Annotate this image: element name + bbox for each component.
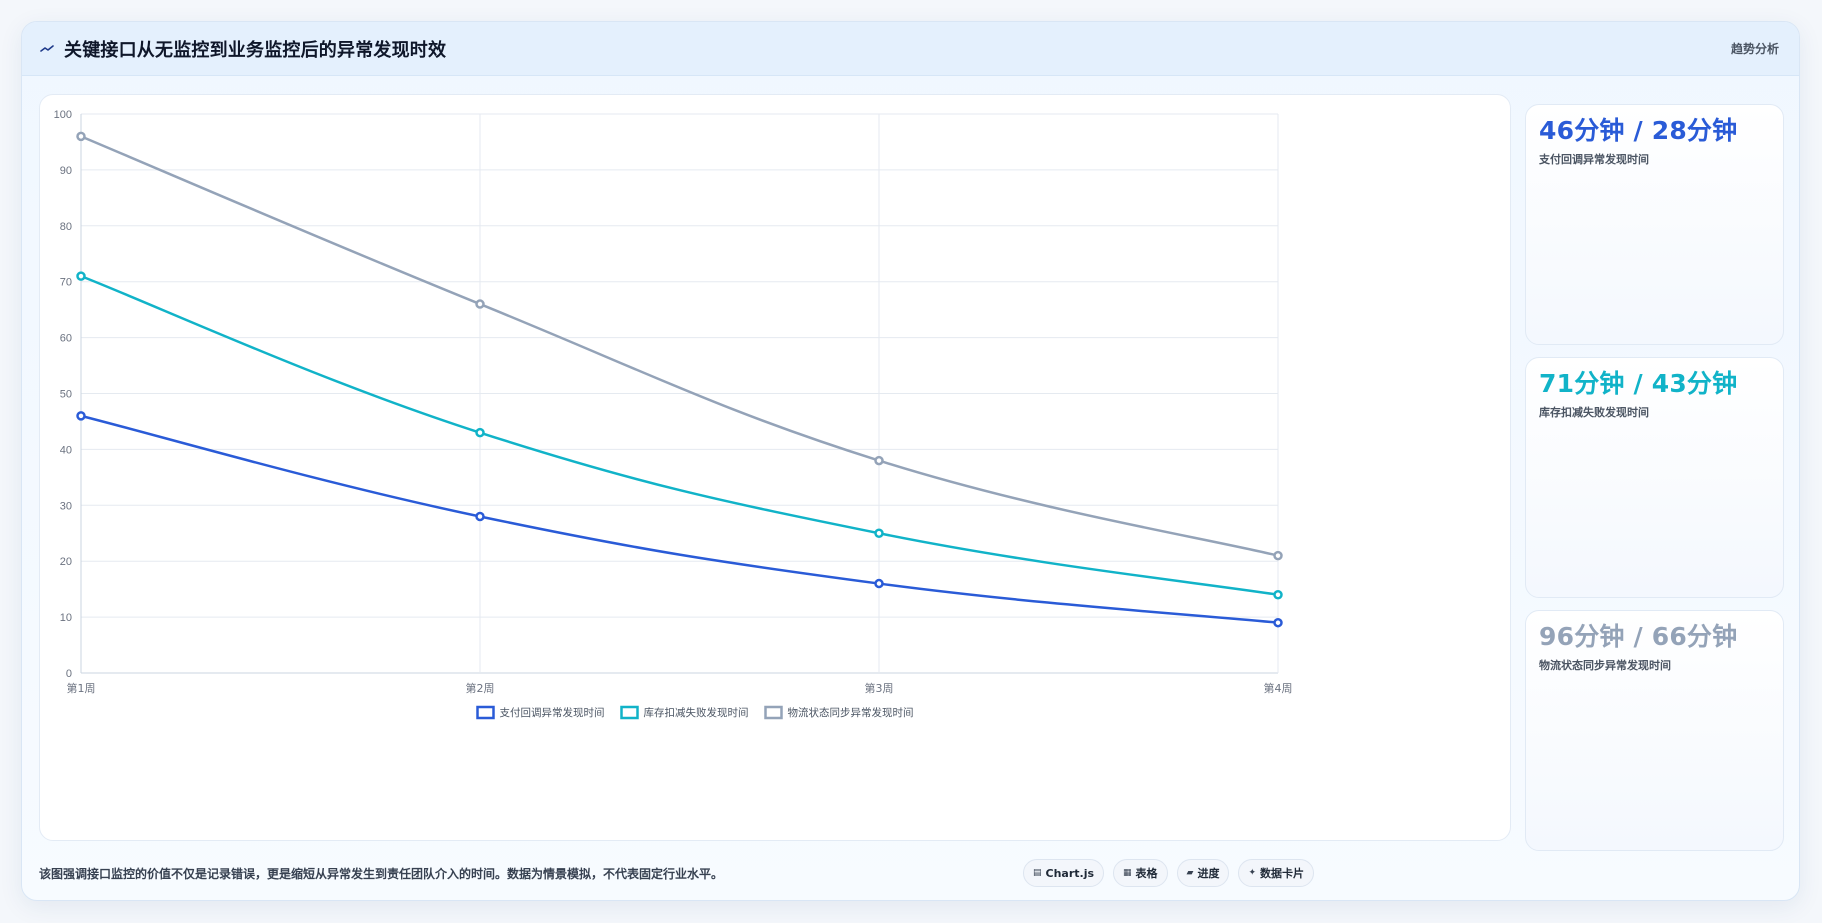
data-point — [76, 411, 86, 421]
data-point — [475, 511, 485, 522]
legend-label: 物流状态同步异常发现时间 — [788, 706, 914, 719]
y-tick-label: 100 — [54, 109, 72, 121]
y-tick-label: 60 — [60, 333, 72, 345]
y-tick-label: 90 — [60, 165, 72, 177]
chip-data-card[interactable]: ✦ 数据卡片 — [1238, 859, 1315, 887]
y-tick-label: 20 — [60, 556, 72, 568]
chip-label: Chart.js — [1045, 866, 1095, 880]
trend-analysis-tag[interactable]: 趋势分析 — [1730, 42, 1779, 56]
data-point — [475, 299, 485, 309]
y-tick-label: 0 — [66, 668, 72, 680]
y-tick-label: 30 — [60, 500, 72, 512]
legend-label: 支付回调异常发现时间 — [500, 706, 605, 719]
chart-panel: 0 10 20 30 40 50 60 70 80 90 100 第1周 第2周 第3周 第4周支付回调异常… — [39, 94, 1511, 841]
data-point — [874, 528, 884, 538]
data-point — [475, 427, 485, 438]
data-point — [76, 271, 86, 281]
stat-label: 物流状态同步异常发现时间 — [1539, 659, 1671, 672]
legend-item-2[interactable]: 库存扣减失败发现时间 — [620, 705, 749, 720]
legend-item-1[interactable]: 支付回调异常发现时间 — [476, 705, 605, 720]
legend-label: 库存扣减失败发现时间 — [644, 706, 749, 719]
chip-group: ▤ Chart.js ▦ 表格 ▰ 进度 ✦ 数据卡片 — [1023, 859, 1315, 887]
stat-value: 96分钟 / 66分钟 — [1539, 622, 1738, 651]
y-tick-label: 40 — [60, 444, 72, 456]
chip-chartjs[interactable]: ▤ Chart.js — [1023, 859, 1105, 887]
card-header: 关键接口从无监控到业务监控后的异常发现时效 趋势分析 — [22, 22, 1799, 76]
y-tick-label: 80 — [60, 221, 72, 233]
x-tick-label: 第4周 — [1264, 681, 1293, 695]
series-line-3 — [80, 135, 1279, 557]
chip-label: 进度 — [1197, 867, 1220, 880]
y-tick-label: 50 — [60, 389, 72, 401]
chart-card: 关键接口从无监控到业务监控后的异常发现时效 趋势分析 0 10 20 30 40 50 60… — [21, 21, 1800, 901]
line-chart: 0 10 20 30 40 50 60 70 80 90 100 第1周 第2周 第3周 第4周支付回调异常… — [54, 109, 1293, 720]
x-tick-label: 第2周 — [466, 681, 495, 695]
stat-label: 库存扣减失败发现时间 — [1539, 406, 1649, 419]
series-line-1 — [80, 414, 1279, 624]
stat-value: 46分钟 / 28分钟 — [1539, 116, 1738, 145]
data-point — [874, 455, 884, 466]
data-point — [1273, 550, 1283, 561]
legend-item-3[interactable]: 物流状态同步异常发现时间 — [764, 705, 914, 720]
data-point — [874, 578, 884, 589]
legend-swatch — [764, 705, 783, 720]
title-wrap: 关键接口从无监控到业务监控后的异常发现时效 — [40, 36, 446, 62]
trend-line-icon — [40, 44, 54, 52]
footnote: 该图强调接口监控的价值不仅是记录错误，更是缩短从异常发生到责任团队介入的时间。数… — [39, 867, 724, 881]
chip-label: 数据卡片 — [1260, 867, 1305, 880]
chip-label: 表格 — [1135, 867, 1158, 880]
footer: 该图强调接口监控的价值不仅是记录错误，更是缩短从异常发生到责任团队介入的时间。数… — [39, 857, 1784, 891]
stat-value: 71分钟 / 43分钟 — [1539, 369, 1738, 398]
chart-icon: ▤ — [1033, 868, 1042, 878]
x-tick-label: 第3周 — [865, 681, 894, 695]
data-point — [1273, 589, 1283, 600]
chip-progress[interactable]: ▰ 进度 — [1176, 859, 1230, 887]
page-title: 关键接口从无监控到业务监控后的异常发现时效 — [64, 39, 447, 61]
data-point — [76, 131, 86, 142]
table-icon: ▦ — [1123, 868, 1132, 878]
y-tick-label: 70 — [60, 277, 72, 289]
legend-swatch — [476, 705, 495, 720]
progress-icon: ▰ — [1186, 868, 1194, 878]
stat-card-payment: 46分钟 / 28分钟 支付回调异常发现时间 — [1525, 104, 1784, 345]
stat-label: 支付回调异常发现时间 — [1539, 153, 1649, 166]
stat-card-inventory: 71分钟 / 43分钟 库存扣减失败发现时间 — [1525, 357, 1784, 598]
legend-swatch — [620, 705, 639, 720]
stat-card-logistics: 96分钟 / 66分钟 物流状态同步异常发现时间 — [1525, 610, 1784, 851]
series-line-2 — [80, 274, 1279, 596]
data-point — [1273, 617, 1283, 628]
chip-table[interactable]: ▦ 表格 — [1113, 859, 1168, 887]
y-tick-label: 10 — [60, 612, 72, 624]
x-tick-label: 第1周 — [67, 681, 96, 695]
sparkle-icon: ✦ — [1248, 868, 1257, 878]
